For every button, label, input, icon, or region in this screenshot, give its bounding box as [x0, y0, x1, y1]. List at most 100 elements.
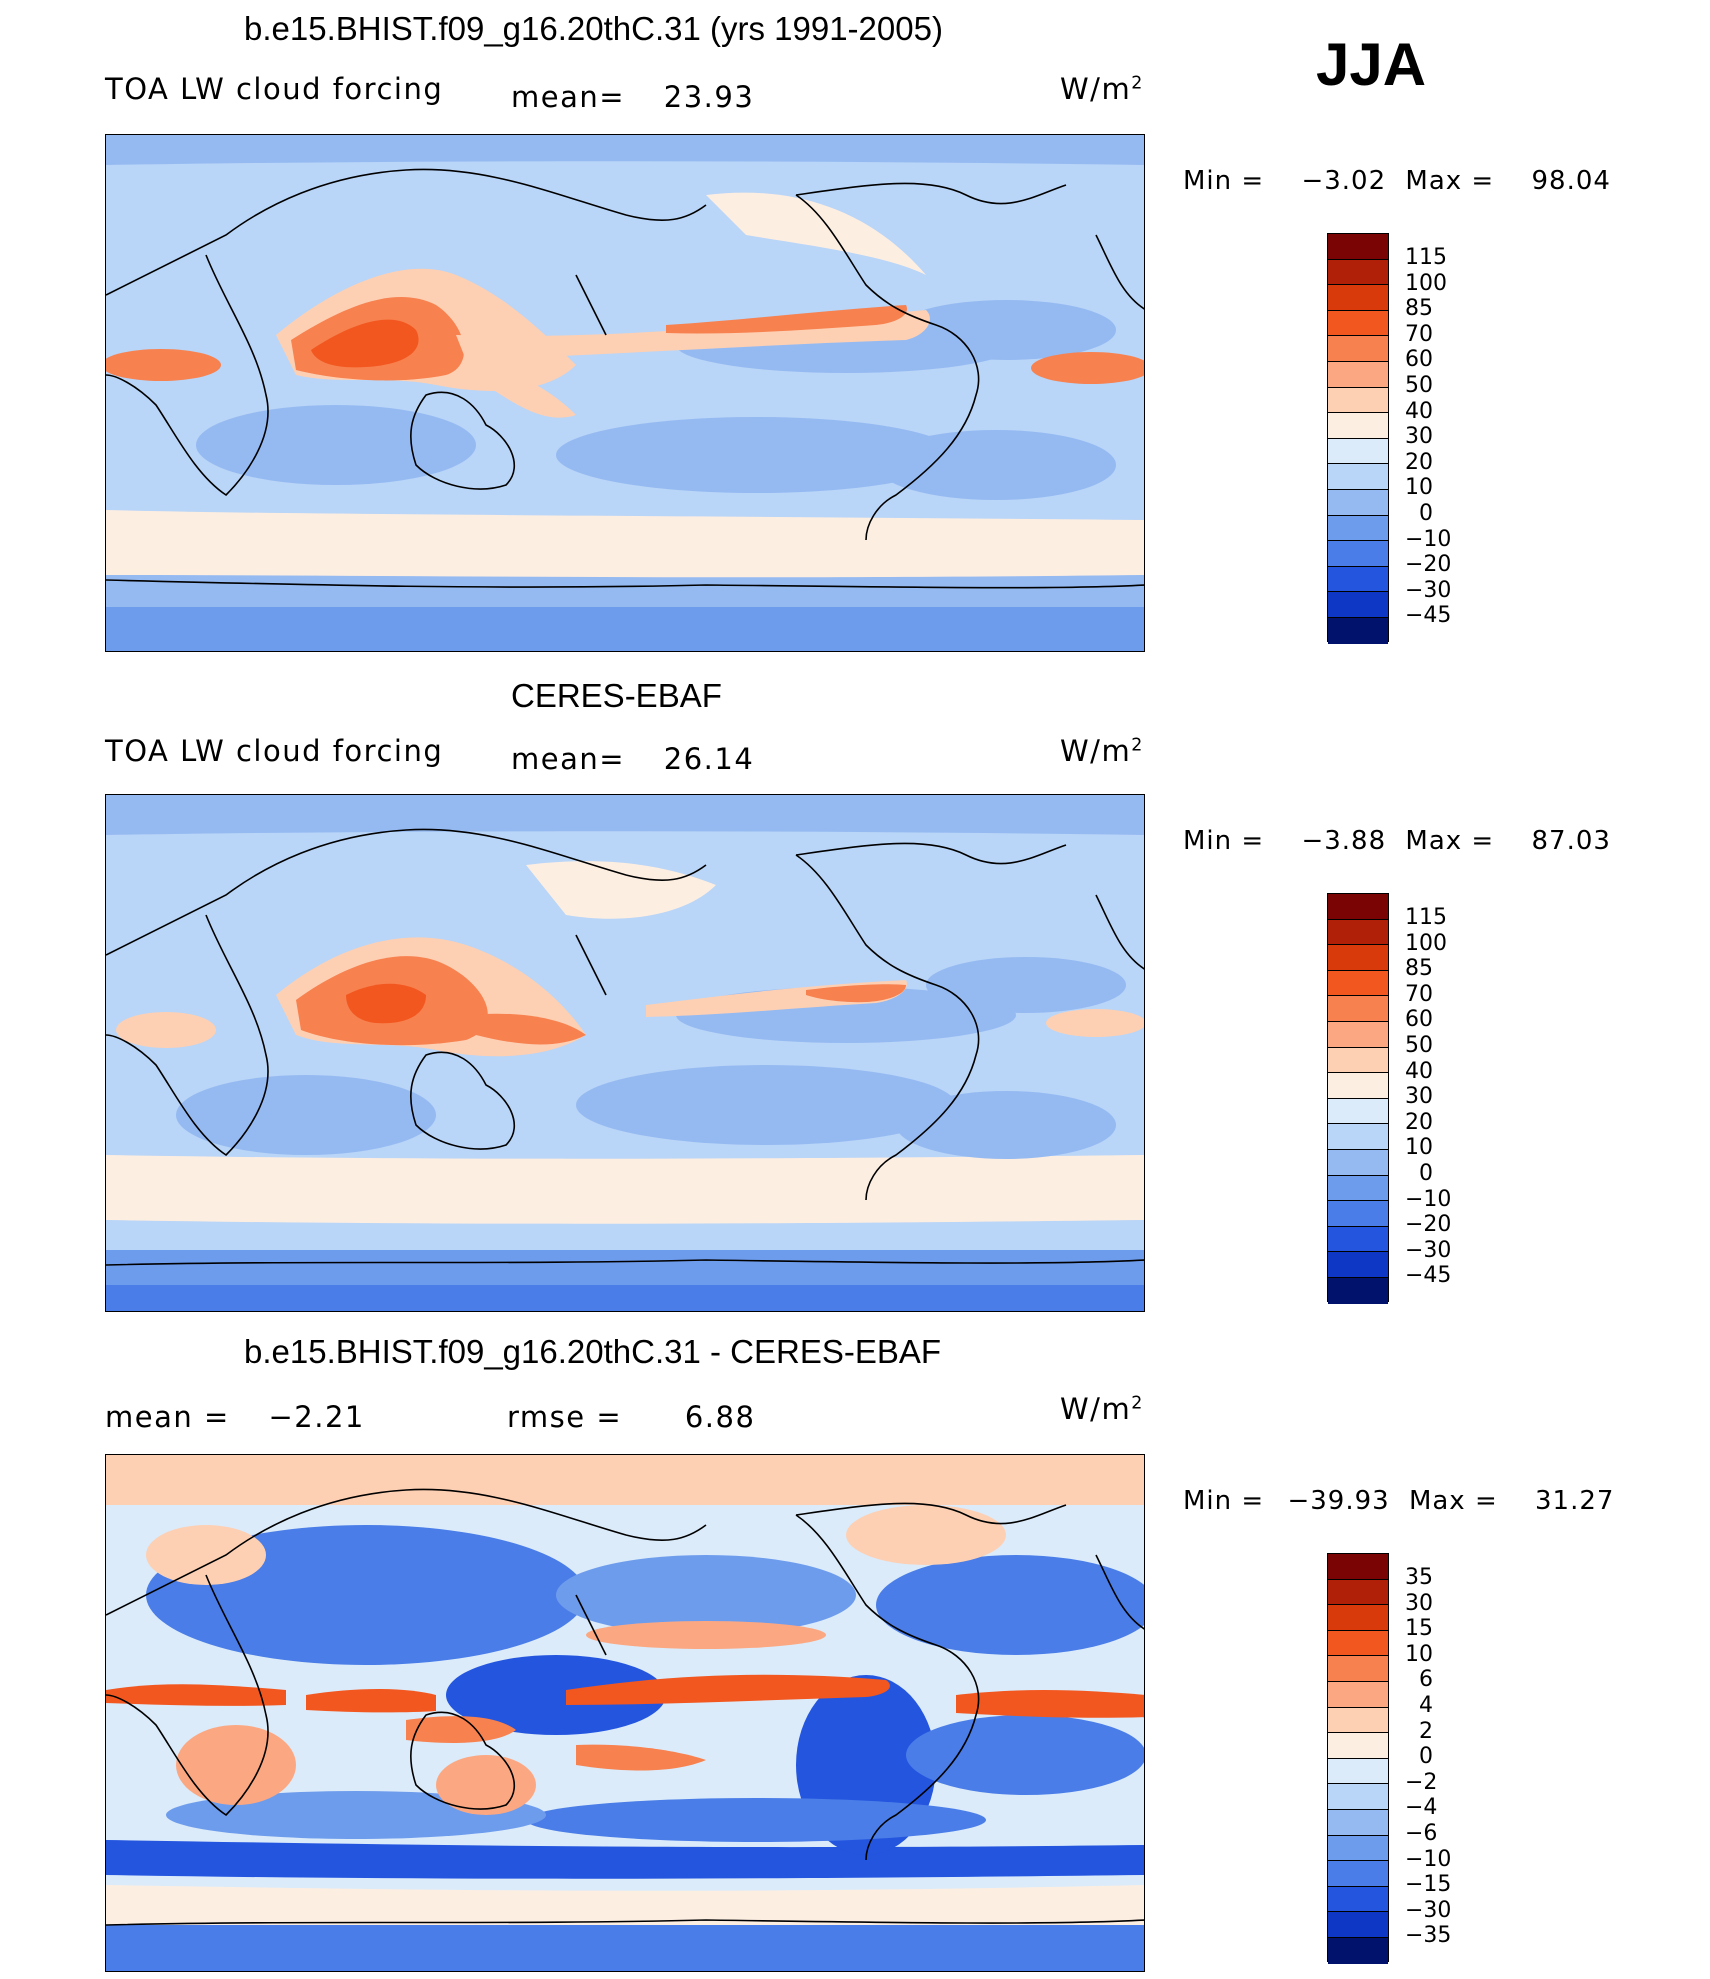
- colorbar-tick-label: −10: [1405, 1846, 1452, 1872]
- panel1-colorbar: [1327, 233, 1389, 644]
- panel2-min-label: Min =: [1183, 826, 1265, 856]
- panel1-units-sup: 2: [1131, 73, 1144, 94]
- panel1-units-text: W/m: [1060, 72, 1132, 106]
- panel1-colorbar-swatch: [1328, 617, 1388, 644]
- colorbar-tick-label: 10: [1405, 1135, 1433, 1161]
- panel2-min-value: −3.88: [1301, 826, 1387, 856]
- panel1-mean-text: mean=: [511, 80, 626, 114]
- panel2-colorbar-swatch: [1328, 945, 1388, 971]
- panel2-units-text: W/m: [1060, 734, 1132, 768]
- panel3-rmse-value: 6.88: [684, 1400, 756, 1434]
- colorbar-tick-label: −4: [1405, 1795, 1438, 1821]
- colorbar-tick-label: 60: [1405, 347, 1433, 373]
- panel2-mean-label: mean= 26.14: [511, 742, 754, 776]
- panel2-max-value: 87.03: [1531, 826, 1611, 856]
- panel2-variable-label: TOA LW cloud forcing: [105, 734, 444, 768]
- panel1-colorbar-swatch: [1328, 464, 1388, 490]
- panel2-minmax: Min = −3.88 Max = 87.03: [1183, 826, 1611, 856]
- colorbar-tick-label: −30: [1405, 1897, 1452, 1923]
- panel1-colorbar-swatch: [1328, 566, 1388, 593]
- panel1-map: [105, 134, 1145, 652]
- panel3-colorbar-swatch: [1328, 1733, 1388, 1759]
- panel3-rmse-text: rmse =: [507, 1400, 623, 1434]
- panel2-colorbar-swatch: [1328, 1149, 1388, 1176]
- panel3-max-label: Max =: [1408, 1486, 1498, 1516]
- panel1-title: b.e15.BHIST.f09_g16.20thC.31 (yrs 1991-2…: [244, 10, 943, 47]
- panel1-colorbar-swatch: [1328, 489, 1388, 516]
- panel1-colorbar-swatch: [1328, 310, 1388, 337]
- colorbar-tick-label: −35: [1405, 1923, 1452, 1949]
- colorbar-tick-label: −6: [1405, 1821, 1438, 1846]
- panel3-colorbar-swatch: [1328, 1886, 1388, 1913]
- panel3-max-value: 31.27: [1535, 1486, 1615, 1516]
- panel1-minmax: Min = −3.02 Max = 98.04: [1183, 166, 1611, 196]
- panel3-colorbar-swatch: [1328, 1605, 1388, 1631]
- colorbar-tick-label: 70: [1405, 981, 1433, 1007]
- panel1-min-value: −3.02: [1301, 166, 1387, 196]
- colorbar-tick-label: 35: [1405, 1565, 1433, 1590]
- colorbar-tick-label: −10: [1405, 1186, 1452, 1212]
- colorbar-tick-label: 40: [1405, 398, 1433, 424]
- panel1-colorbar-swatch: [1328, 413, 1388, 439]
- panel2-map: [105, 794, 1145, 1312]
- panel3-min-label: Min =: [1183, 1486, 1265, 1516]
- panel2-colorbar: [1327, 893, 1389, 1304]
- colorbar-tick-label: −20: [1405, 552, 1452, 578]
- panel1-colorbar-swatch: [1328, 285, 1388, 311]
- colorbar-tick-label: 40: [1405, 1058, 1433, 1084]
- panel3-colorbar-swatch: [1328, 1809, 1388, 1836]
- panel1-max-value: 98.04: [1531, 166, 1611, 196]
- panel3-mean-value: −2.21: [268, 1400, 365, 1434]
- panel2-colorbar-swatch: [1328, 1201, 1388, 1227]
- colorbar-tick-label: 4: [1419, 1693, 1433, 1718]
- panel3-units-sup: 2: [1131, 1393, 1144, 1414]
- panel1-colorbar-swatch: [1328, 387, 1388, 414]
- colorbar-tick-label: −30: [1405, 577, 1452, 603]
- panel1-mean-label: mean= 23.93: [511, 80, 754, 114]
- panel3-map: [105, 1454, 1145, 1972]
- colorbar-tick-label: −45: [1405, 1263, 1452, 1289]
- panel2-colorbar-swatch: [1328, 1098, 1388, 1125]
- panel2-colorbar-swatch: [1328, 1175, 1388, 1202]
- colorbar-tick-label: 0: [1419, 1161, 1433, 1186]
- panel3-colorbar-swatch: [1328, 1707, 1388, 1734]
- panel3-colorbar-swatch: [1328, 1784, 1388, 1810]
- panel3-map-svg: [106, 1455, 1144, 1971]
- panel3-colorbar-swatch: [1328, 1758, 1388, 1785]
- panel2-colorbar-swatch: [1328, 970, 1388, 997]
- colorbar-tick-label: −2: [1405, 1769, 1438, 1795]
- panel2-colorbar-swatch: [1328, 1252, 1388, 1278]
- panel1-max-label: Max =: [1405, 166, 1495, 196]
- colorbar-tick-label: 115: [1405, 905, 1447, 930]
- colorbar-tick-label: 15: [1405, 1616, 1433, 1642]
- panel3-title: b.e15.BHIST.f09_g16.20thC.31 - CERES-EBA…: [244, 1333, 942, 1370]
- panel2-mean-text: mean=: [511, 742, 626, 776]
- panel2-colorbar-swatch: [1328, 996, 1388, 1022]
- panel2-max-label: Max =: [1405, 826, 1495, 856]
- panel3-mean-label: mean = −2.21: [105, 1400, 365, 1434]
- colorbar-tick-label: 50: [1405, 373, 1433, 398]
- colorbar-tick-label: 100: [1405, 930, 1447, 956]
- colorbar-tick-label: −10: [1405, 526, 1452, 552]
- panel2-mean-value: 26.14: [663, 742, 755, 776]
- panel2-colorbar-swatch: [1328, 1073, 1388, 1099]
- colorbar-tick-label: 30: [1405, 424, 1433, 450]
- panel3-colorbar-swatch: [1328, 1630, 1388, 1657]
- panel3-min-value: −39.93: [1287, 1486, 1390, 1516]
- panel3-colorbar-swatch: [1328, 1554, 1388, 1580]
- panel3-rmse-label: rmse = 6.88: [507, 1400, 755, 1434]
- colorbar-tick-label: 20: [1405, 1109, 1433, 1135]
- panel1-colorbar-swatch: [1328, 234, 1388, 260]
- panel3-minmax: Min = −39.93 Max = 31.27: [1183, 1486, 1614, 1516]
- colorbar-tick-label: 10: [1405, 475, 1433, 501]
- panel1-mean-value: 23.93: [663, 80, 755, 114]
- panel3-colorbar-swatch: [1328, 1681, 1388, 1708]
- panel3-colorbar-swatch: [1328, 1656, 1388, 1682]
- panel3-colorbar-swatch: [1328, 1937, 1388, 1964]
- panel3-colorbar: [1327, 1553, 1389, 1964]
- season-label: JJA: [1316, 31, 1427, 98]
- colorbar-tick-label: 2: [1419, 1718, 1433, 1744]
- panel1-colorbar-swatch: [1328, 515, 1388, 542]
- panel2-colorbar-swatch: [1328, 1226, 1388, 1253]
- panel2-colorbar-swatch: [1328, 1021, 1388, 1048]
